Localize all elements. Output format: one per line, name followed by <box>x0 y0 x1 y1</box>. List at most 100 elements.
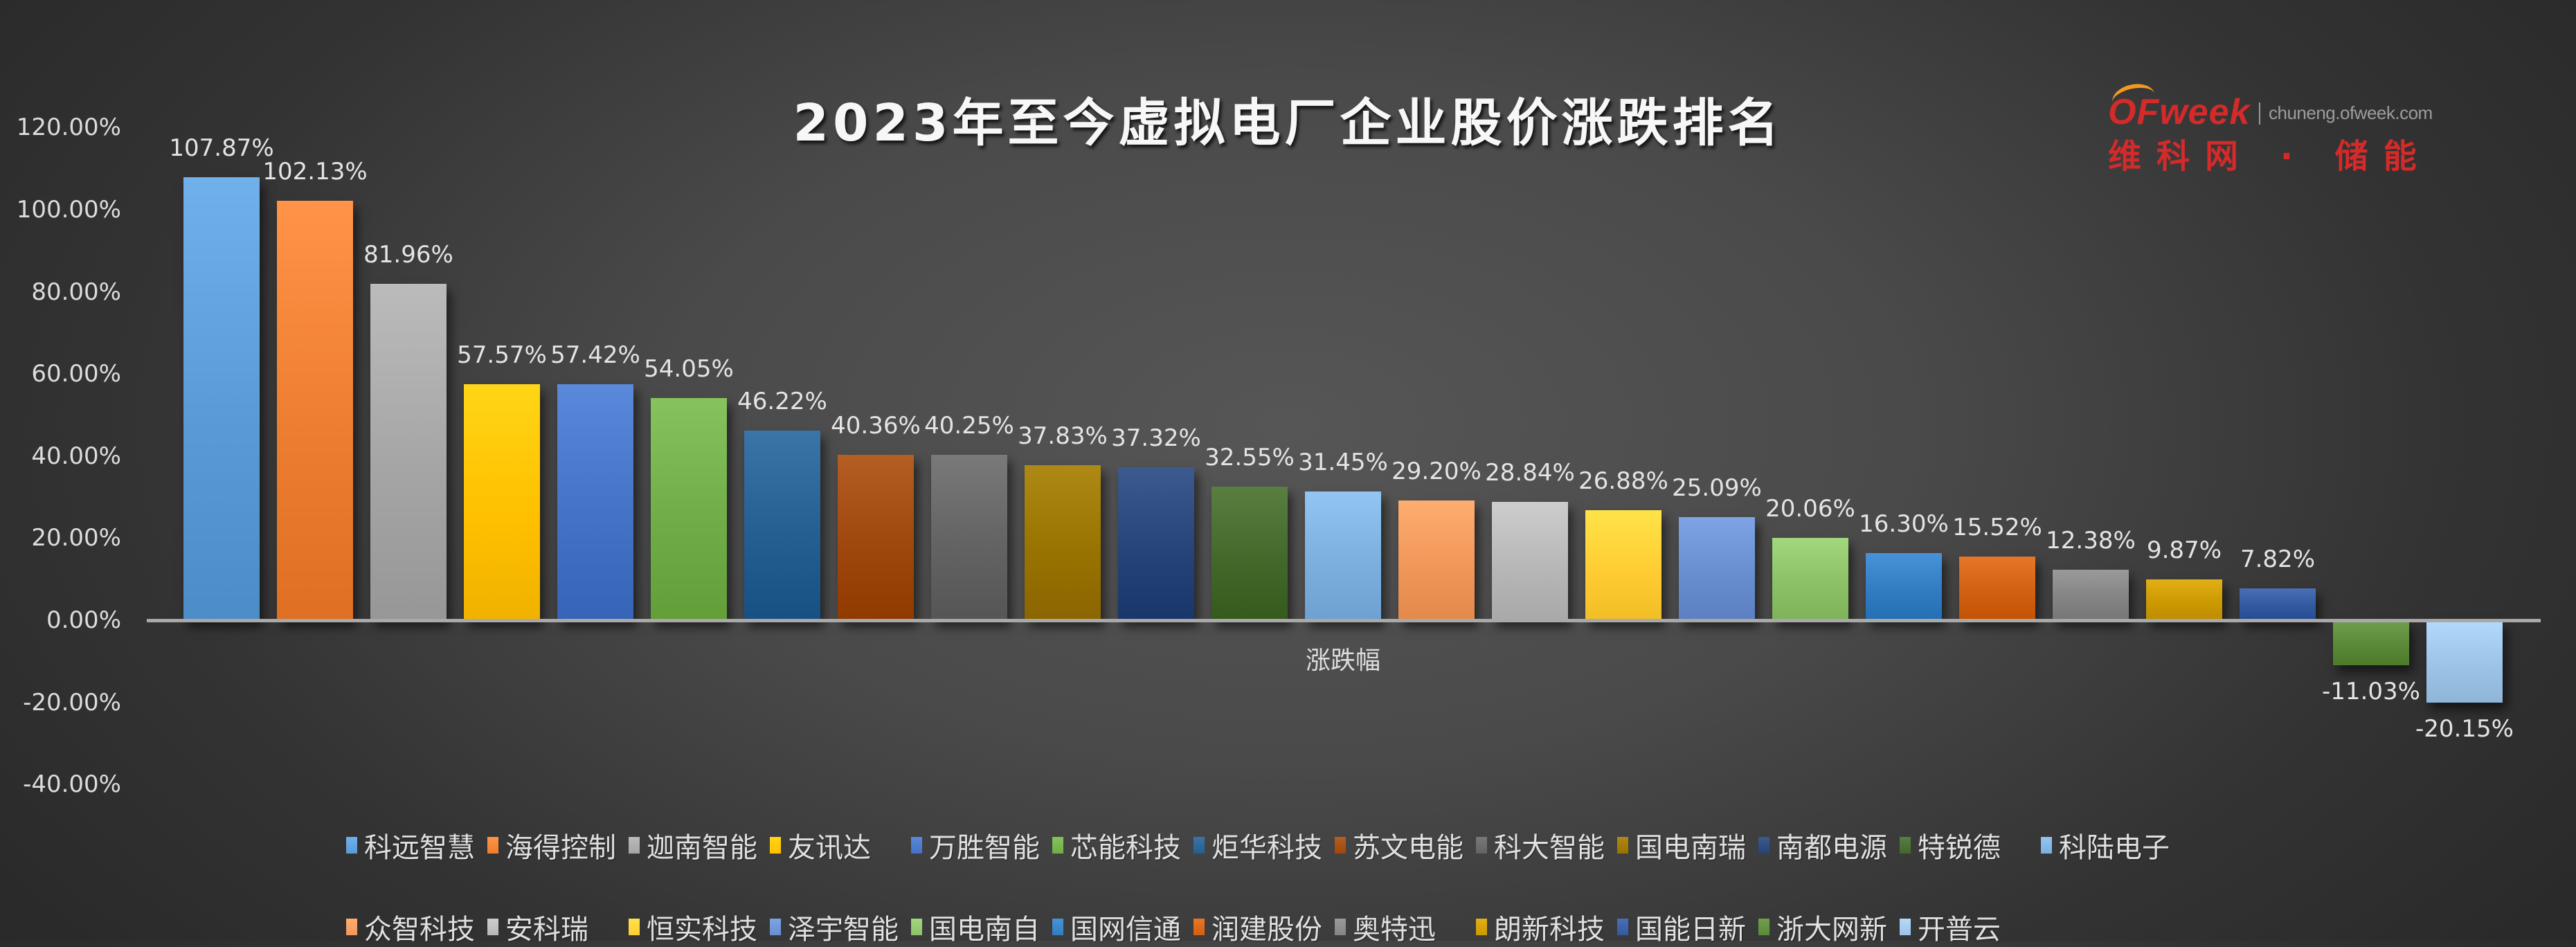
data-label: 40.36% <box>831 411 921 440</box>
data-label: 31.45% <box>1298 448 1388 476</box>
legend-swatch-icon <box>2041 837 2052 854</box>
legend-item[interactable]: 浙大网新 <box>1758 907 1887 947</box>
data-label: 37.83% <box>1018 422 1108 450</box>
data-label: 54.05% <box>644 355 734 384</box>
legend-label: 恒实科技 <box>647 914 757 946</box>
bar <box>1305 491 1381 620</box>
data-label: 57.42% <box>550 341 640 370</box>
bar <box>931 455 1007 620</box>
bar <box>464 384 540 620</box>
legend-swatch-icon <box>1335 837 1346 854</box>
bar <box>277 201 353 620</box>
legend-label: 安科瑞 <box>505 914 588 946</box>
legend-label: 国网信通 <box>1070 914 1181 946</box>
bar <box>2146 579 2222 620</box>
legend-swatch-icon <box>770 919 781 935</box>
bar <box>370 283 447 620</box>
legend-label: 迦南智能 <box>647 832 757 864</box>
legend-swatch-icon <box>487 919 498 935</box>
y-tick-label: 40.00% <box>31 442 121 470</box>
data-label: 15.52% <box>1952 513 2042 541</box>
legend-label: 友讯达 <box>788 832 871 864</box>
y-tick-label: 100.00% <box>16 196 121 224</box>
legend-label: 科远智慧 <box>364 832 475 864</box>
data-label: 9.87% <box>2146 536 2222 565</box>
logo-brand: OFweek <box>2108 92 2251 132</box>
legend-swatch-icon <box>1335 919 1346 935</box>
legend-item[interactable]: 特锐德 <box>1900 825 2001 865</box>
legend-item[interactable]: 炬华科技 <box>1194 825 1322 865</box>
bar <box>1398 500 1475 620</box>
bar <box>838 454 914 620</box>
y-tick-label: 120.00% <box>16 114 121 142</box>
legend-label: 特锐德 <box>1918 832 2001 864</box>
legend-swatch-icon <box>1617 919 1628 935</box>
y-tick-label: 80.00% <box>31 278 121 306</box>
legend-item[interactable]: 恒实科技 <box>629 907 757 947</box>
legend-item[interactable]: 海得控制 <box>487 825 616 865</box>
logo-divider <box>2259 102 2260 125</box>
legend-swatch-icon <box>1052 837 1063 854</box>
data-label: 26.88% <box>1578 467 1668 495</box>
legend-label: 国能日新 <box>1635 914 1746 946</box>
bar <box>1212 486 1288 620</box>
legend-item[interactable]: 科大智能 <box>1476 825 1605 865</box>
legend-label: 海得控制 <box>505 832 616 864</box>
legend-item[interactable]: 泽宇智能 <box>770 907 899 947</box>
legend-swatch-icon <box>770 837 781 854</box>
legend-label: 南都电源 <box>1776 832 1887 864</box>
data-label: -20.15% <box>2415 715 2514 743</box>
legend-swatch-icon <box>1194 837 1205 854</box>
legend-item[interactable]: 友讯达 <box>770 825 871 865</box>
bar <box>1772 538 1848 620</box>
data-label: 102.13% <box>262 158 368 186</box>
data-label: 16.30% <box>1859 510 1949 539</box>
legend-item[interactable]: 安科瑞 <box>487 907 588 947</box>
legend-swatch-icon <box>629 919 640 935</box>
legend-item[interactable]: 开普云 <box>1900 907 2001 947</box>
legend-item[interactable]: 芯能科技 <box>1052 825 1181 865</box>
y-tick-label: -40.00% <box>23 770 121 799</box>
bar <box>1679 517 1755 620</box>
bar <box>1492 501 1568 620</box>
bar <box>557 384 633 620</box>
data-label: 7.82% <box>2240 545 2315 573</box>
legend-item[interactable]: 国能日新 <box>1617 907 1746 947</box>
legend-item[interactable]: 国电南瑞 <box>1617 825 1746 865</box>
data-label: 46.22% <box>737 387 827 415</box>
legend-label: 润建股份 <box>1212 914 1322 946</box>
bar <box>744 430 820 620</box>
legend-label: 国电南自 <box>929 914 1040 946</box>
legend-item[interactable]: 南都电源 <box>1758 825 1887 865</box>
legend-item[interactable]: 润建股份 <box>1194 907 1322 947</box>
legend-item[interactable]: 苏文电能 <box>1335 825 1463 865</box>
legend-swatch-icon <box>629 837 640 854</box>
legend-item[interactable]: 奥特迅 <box>1335 907 1436 947</box>
legend: 科远智慧 海得控制 迦南智能 友讯达 万胜智能 芯能科技 炬华科技 苏文电能 科大智能 国电南瑞南… <box>346 825 2388 947</box>
zero-axis-line <box>147 619 2541 622</box>
legend-item[interactable]: 迦南智能 <box>629 825 757 865</box>
y-tick-label: 0.00% <box>46 606 121 634</box>
bar <box>2426 620 2503 703</box>
legend-item[interactable]: 万胜智能 <box>911 825 1040 865</box>
legend-item[interactable]: 朗新科技 <box>1476 907 1605 947</box>
data-label: 29.20% <box>1391 457 1481 485</box>
legend-item[interactable]: 国网信通 <box>1052 907 1181 947</box>
bar <box>1118 467 1194 620</box>
legend-label: 芯能科技 <box>1070 832 1181 864</box>
bar <box>1025 465 1101 620</box>
logo-cn-text: 维科网 · 储能 <box>2108 137 2432 176</box>
data-label: 40.25% <box>924 412 1014 440</box>
y-tick-label: -20.00% <box>23 688 121 716</box>
legend-label: 国电南瑞 <box>1635 832 1746 864</box>
legend-label: 科陆电子 <box>2059 832 2170 864</box>
legend-item[interactable]: 众智科技 <box>346 907 475 947</box>
legend-label: 炬华科技 <box>1212 832 1322 864</box>
data-label: 81.96% <box>363 240 453 269</box>
data-label: 12.38% <box>2046 526 2136 554</box>
legend-item[interactable]: 科远智慧 <box>346 825 475 865</box>
legend-item[interactable]: 国电南自 <box>911 907 1040 947</box>
legend-item[interactable]: 科陆电子 <box>2041 825 2170 865</box>
legend-swatch-icon <box>1758 837 1769 854</box>
bar <box>651 398 727 620</box>
